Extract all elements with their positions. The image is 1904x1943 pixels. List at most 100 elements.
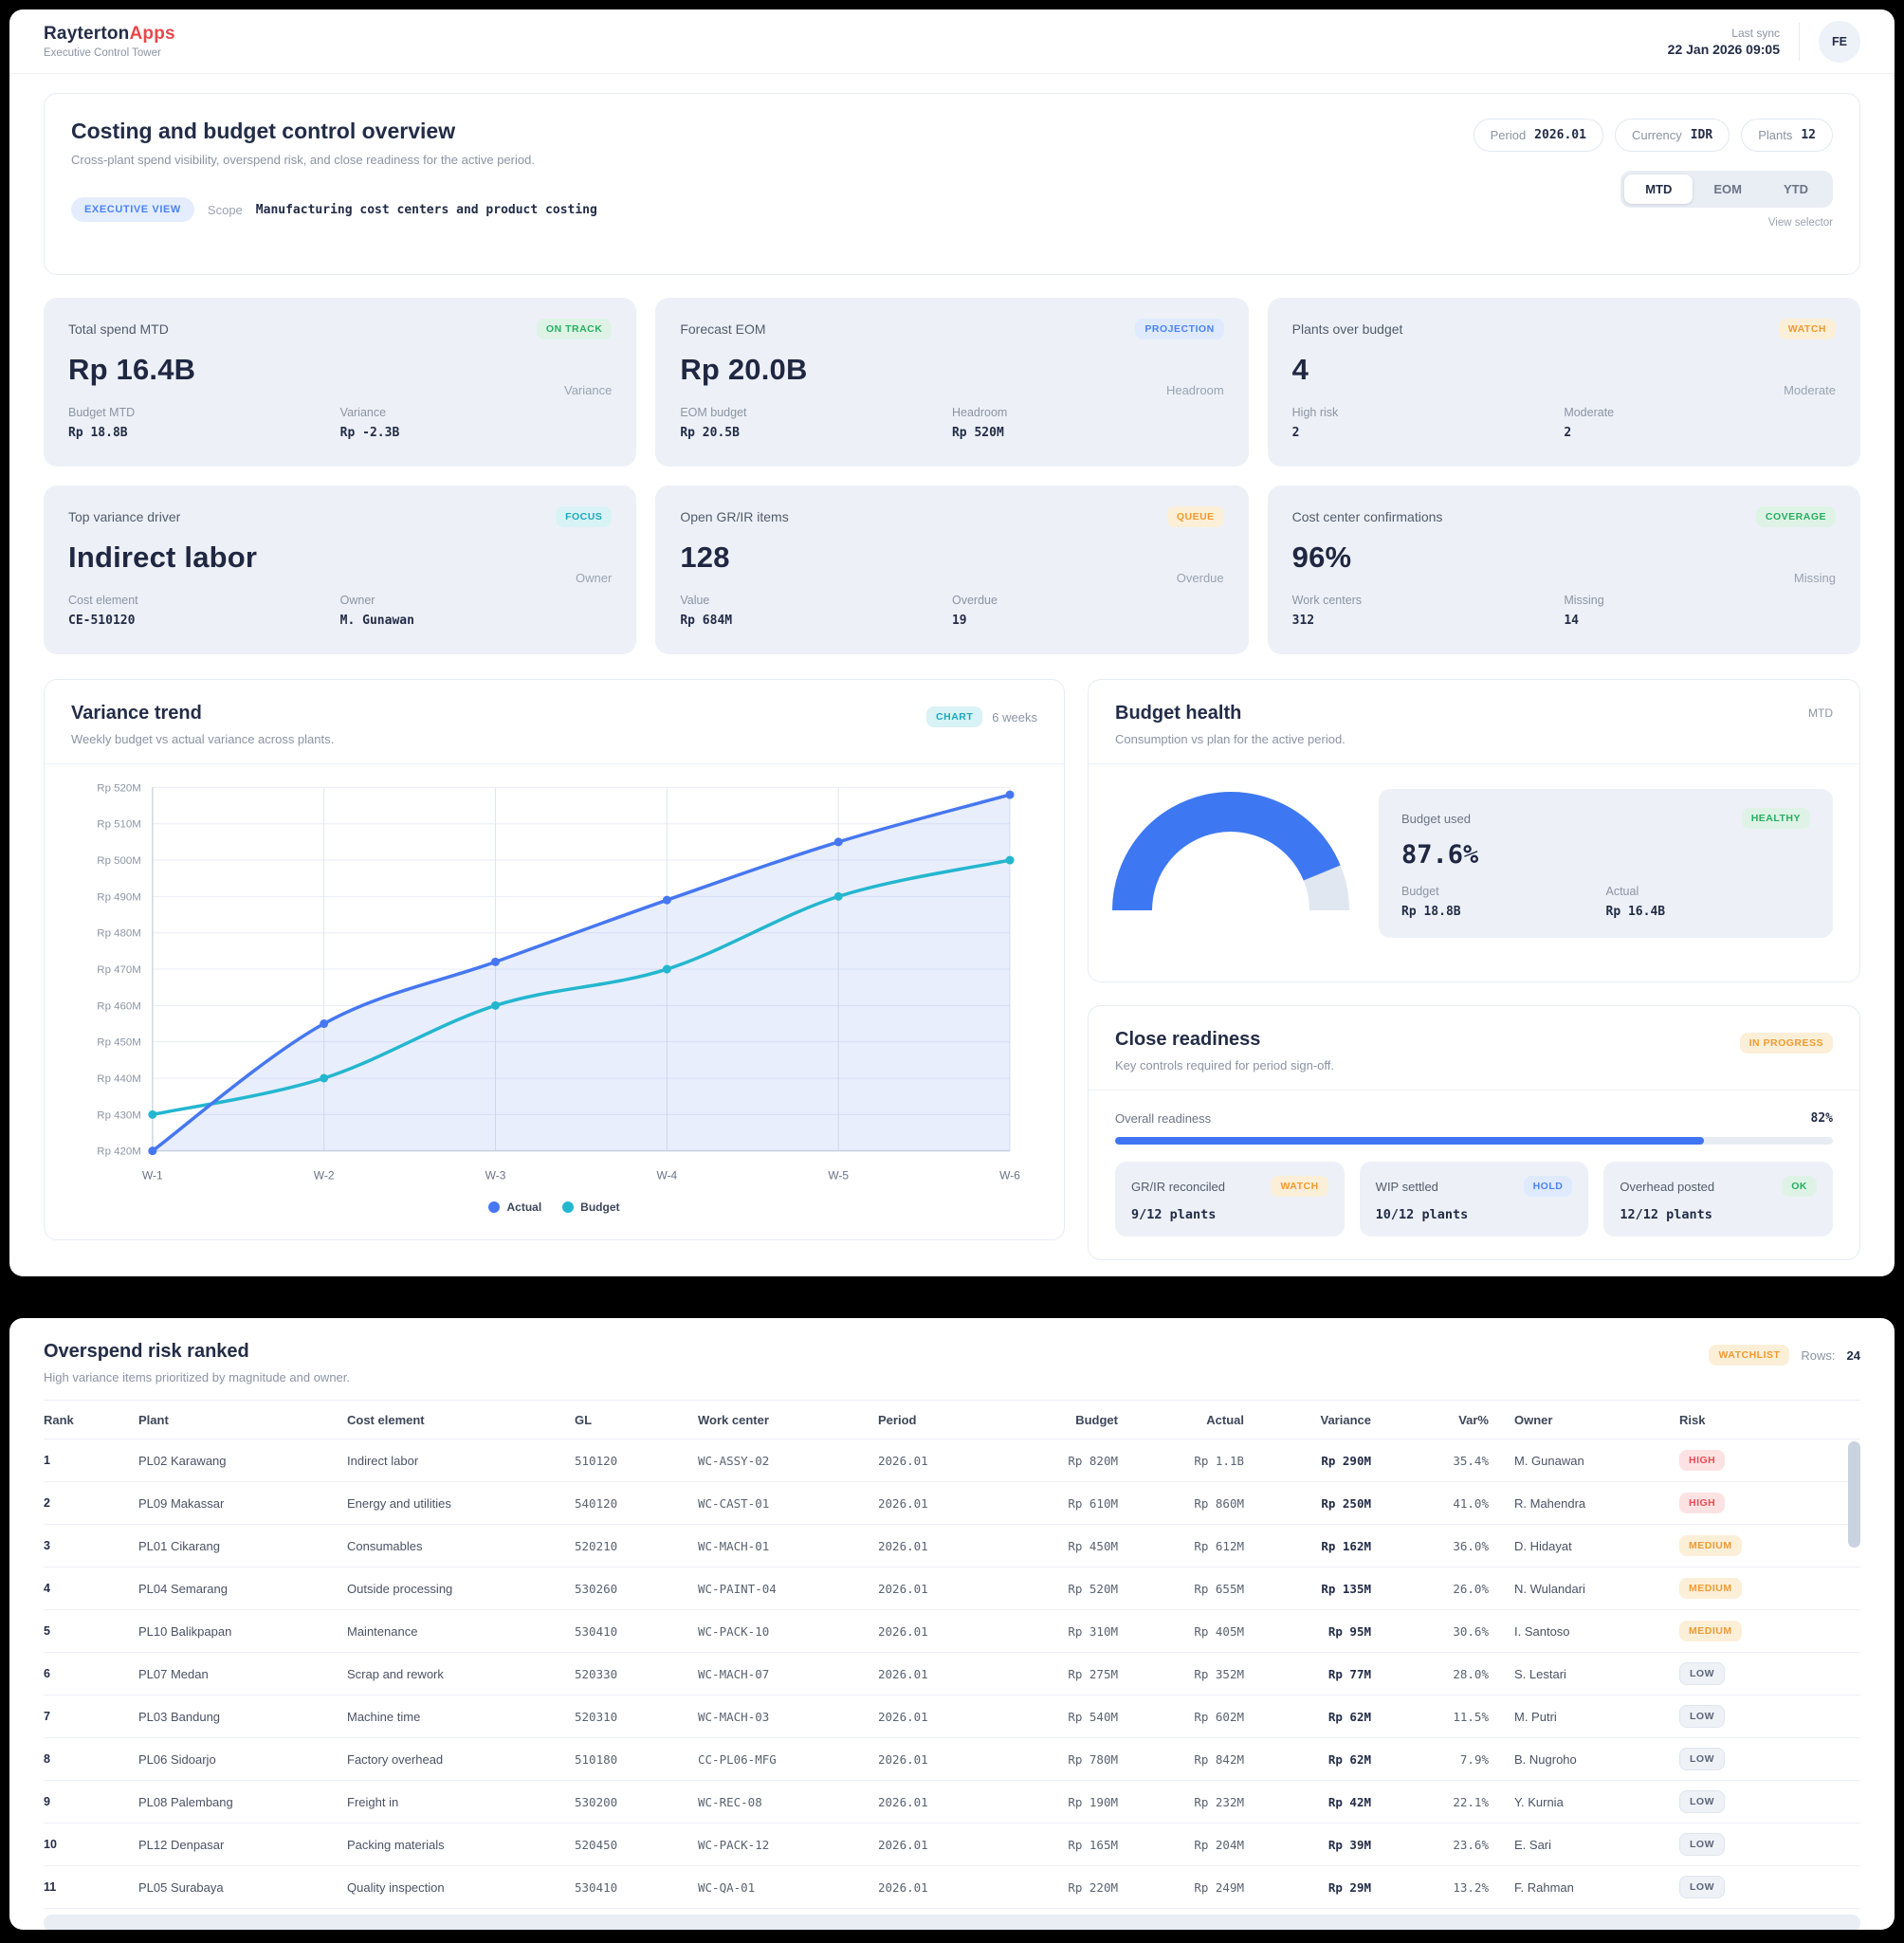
cell: PL07 Medan bbox=[138, 1666, 209, 1681]
risk-badge: LOW bbox=[1679, 1833, 1725, 1856]
view-tab-mtd[interactable]: MTD bbox=[1624, 174, 1693, 204]
readiness-progress-fill bbox=[1115, 1137, 1704, 1145]
brand-subtitle: Executive Control Tower bbox=[44, 47, 161, 59]
table-row[interactable]: 6 PL07 Medan Scrap and rework 520330 WC-MACH… bbox=[44, 1653, 1860, 1696]
chart-head-left: Variance trend Weekly budget vs actual v… bbox=[71, 703, 334, 746]
cell: Outside processing bbox=[347, 1581, 453, 1596]
chip-label: Plants bbox=[1758, 128, 1793, 142]
cell: Rp 62M bbox=[1327, 1751, 1371, 1767]
scope-label: Scope bbox=[207, 202, 243, 217]
col-header-var-[interactable]: Var% bbox=[1458, 1412, 1489, 1427]
close-title: Close readiness bbox=[1115, 1029, 1261, 1050]
kpi-side-label: Missing bbox=[1793, 571, 1836, 585]
col-header-risk[interactable]: Risk bbox=[1679, 1412, 1706, 1427]
col-header-rank[interactable]: Rank bbox=[44, 1412, 74, 1427]
cell-risk: LOW bbox=[1660, 1748, 1807, 1770]
kpi-card: Top variance driver FOCUS Indirect labor… bbox=[44, 486, 637, 654]
cell: 7 bbox=[44, 1710, 50, 1723]
col-header-cost-element[interactable]: Cost element bbox=[347, 1412, 425, 1427]
table-row[interactable]: 2 PL09 Makassar Energy and utilities 540120… bbox=[44, 1482, 1860, 1525]
cell: 8 bbox=[44, 1752, 50, 1766]
kpi-stats: Budget MTD Rp 18.8B Variance Rp -2.3B bbox=[68, 406, 612, 440]
kpi-stat: Moderate 2 bbox=[1564, 406, 1836, 440]
overview-content: Costing and budget control overview Cros… bbox=[9, 74, 1895, 1260]
variance-chart: Rp 420M Rp 430M Rp 440M Rp 450M Rp 460M Rp 47… bbox=[97, 782, 1020, 1182]
view-toggle: MTD EOM YTD bbox=[1620, 171, 1833, 208]
health-head: Budget health Consumption vs plan for th… bbox=[1115, 703, 1833, 746]
risk-badge: LOW bbox=[1679, 1748, 1725, 1770]
kpi-stats: High risk 2 Moderate 2 bbox=[1292, 406, 1836, 440]
svg-text:Rp 510M: Rp 510M bbox=[97, 819, 141, 831]
cell: WC-ASSY-02 bbox=[698, 1453, 770, 1468]
risk-badge: LOW bbox=[1679, 1662, 1725, 1685]
table-row[interactable]: 3 PL01 Cikarang Consumables 520210 WC-MACH-0… bbox=[44, 1525, 1860, 1567]
kpi-stat-label: Moderate bbox=[1564, 406, 1615, 419]
table-row[interactable]: 10 PL12 Denpasar Packing materials 520450 WC… bbox=[44, 1824, 1860, 1866]
cell: Rp 405M bbox=[1194, 1623, 1244, 1639]
col-header-plant[interactable]: Plant bbox=[138, 1412, 169, 1427]
col-header-owner[interactable]: Owner bbox=[1514, 1412, 1553, 1427]
actual-stat: Actual Rp 16.4B bbox=[1606, 885, 1811, 919]
col-header-budget[interactable]: Budget bbox=[1075, 1412, 1118, 1427]
cell: Rp 450M bbox=[1068, 1538, 1118, 1553]
filter-chip[interactable]: Currency IDR bbox=[1614, 119, 1730, 152]
cell: 5 bbox=[44, 1624, 50, 1638]
actual-stat-value: Rp 16.4B bbox=[1605, 905, 1666, 919]
readiness-control: GR/IR reconciled WATCH 9/12 plants bbox=[1115, 1162, 1345, 1237]
table-row[interactable]: 1 PL02 Karawang Indirect labor 510120 WC-ASS… bbox=[44, 1439, 1860, 1482]
kpi-stat-value: 14 bbox=[1564, 614, 1579, 628]
table-row[interactable]: 9 PL08 Palembang Freight in 530200 WC-REC-08… bbox=[44, 1781, 1860, 1824]
chart-card-head: Variance trend Weekly budget vs actual v… bbox=[71, 703, 1037, 746]
col-header-gl[interactable]: GL bbox=[575, 1412, 593, 1427]
control-status-badge: OK bbox=[1782, 1176, 1818, 1197]
view-tab-eom[interactable]: EOM bbox=[1713, 182, 1742, 196]
chip-label: Period bbox=[1490, 128, 1527, 142]
col-header-variance[interactable]: Variance bbox=[1320, 1412, 1372, 1427]
legend-item-actual[interactable]: Actual bbox=[488, 1201, 541, 1214]
risk-badge: LOW bbox=[1679, 1790, 1725, 1813]
table-subtitle: High variance items prioritized by magni… bbox=[44, 1370, 351, 1384]
user-avatar[interactable]: FE bbox=[1819, 20, 1860, 63]
table-row[interactable]: 5 PL10 Balikpapan Maintenance 530410 WC-PACK… bbox=[44, 1610, 1860, 1653]
kpi-stats: EOM budget Rp 20.5B Headroom Rp 520M bbox=[680, 406, 1223, 440]
legend-item-budget[interactable]: Budget bbox=[562, 1201, 620, 1214]
health-body: Budget used HEALTHY 87.6% Budget Rp 18.8… bbox=[1112, 789, 1833, 938]
kpi-stat-value: 2 bbox=[1564, 426, 1572, 440]
kpi-stat: High risk 2 bbox=[1292, 406, 1565, 440]
kpi-stat-value: Rp 684M bbox=[680, 614, 733, 628]
cell: Rp 842M bbox=[1194, 1751, 1244, 1767]
risk-badge: HIGH bbox=[1679, 1493, 1726, 1513]
cell: PL06 Sidoarjo bbox=[138, 1751, 216, 1767]
kpi-stat: Budget MTD Rp 18.8B bbox=[68, 406, 340, 440]
legend-dot bbox=[488, 1201, 501, 1213]
chip-label: Currency bbox=[1631, 128, 1682, 142]
cell: Rp 42M bbox=[1327, 1794, 1371, 1809]
kpi-stat-label: Work centers bbox=[1291, 594, 1363, 607]
view-tab-ytd[interactable]: YTD bbox=[1784, 182, 1808, 196]
cell: Rp 310M bbox=[1068, 1623, 1118, 1639]
scope-row: EXECUTIVE VIEW Scope Manufacturing cost … bbox=[71, 197, 597, 222]
table-row[interactable]: 4 PL04 Semarang Outside processing 530260 WC… bbox=[44, 1567, 1860, 1610]
close-head-divider bbox=[1089, 1090, 1859, 1091]
kpi-value: Rp 16.4B bbox=[68, 353, 196, 386]
col-header-work-center[interactable]: Work center bbox=[698, 1412, 769, 1427]
cell: 2026.01 bbox=[878, 1879, 928, 1895]
cell: B. Nugroho bbox=[1514, 1751, 1577, 1767]
rows-label: Rows: bbox=[1801, 1347, 1836, 1363]
col-header-actual[interactable]: Actual bbox=[1206, 1412, 1244, 1427]
last-sync-value: 22 Jan 2026 09:05 bbox=[1667, 41, 1780, 57]
cell-risk: MEDIUM bbox=[1660, 1535, 1807, 1556]
table-row[interactable]: 7 PL03 Bandung Machine time 520310 WC-MACH-0… bbox=[44, 1696, 1860, 1738]
brand-accent: Apps bbox=[129, 24, 175, 44]
budget-used-top: Budget used HEALTHY bbox=[1401, 808, 1810, 829]
table-row[interactable]: 11 PL05 Surabaya Quality inspection 530410 W… bbox=[44, 1866, 1860, 1909]
kpi-stat: Overdue 19 bbox=[952, 594, 1224, 628]
col-header-period[interactable]: Period bbox=[878, 1412, 917, 1427]
table-scrollbar-thumb[interactable] bbox=[1848, 1441, 1860, 1548]
svg-text:W-2: W-2 bbox=[314, 1169, 335, 1182]
table-row[interactable]: 8 PL06 Sidoarjo Factory overhead 510180 CC-P… bbox=[44, 1738, 1860, 1781]
kpi-stat-value: 312 bbox=[1291, 614, 1315, 628]
table-panel: Overspend risk ranked High variance item… bbox=[9, 1318, 1895, 1930]
filter-chip[interactable]: Plants 12 bbox=[1741, 119, 1833, 152]
filter-chip[interactable]: Period 2026.01 bbox=[1473, 119, 1603, 152]
